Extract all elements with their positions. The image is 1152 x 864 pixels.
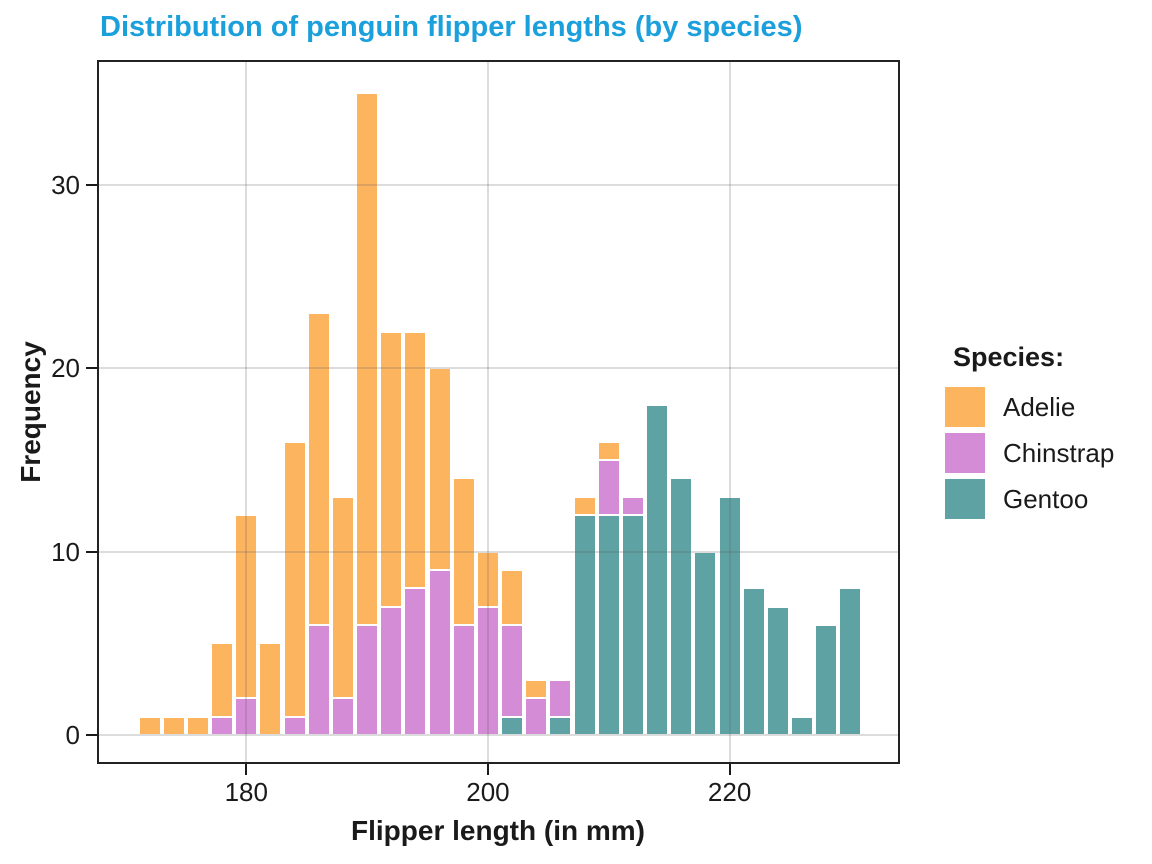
- bar-segment-chinstrap: [452, 624, 475, 735]
- y-tick-label-10: 10: [51, 536, 80, 567]
- gridline-x-180: [245, 62, 248, 762]
- legend-swatch-gentoo: [945, 479, 985, 519]
- bar-segment-adelie: [525, 679, 548, 699]
- y-tick-10: [86, 550, 99, 553]
- y-tick-label-30: 30: [51, 169, 80, 200]
- x-axis-title: Flipper length (in mm): [351, 815, 645, 846]
- bar-segment-adelie: [186, 716, 209, 735]
- y-tick-label-0: 0: [65, 720, 80, 750]
- bar-segment-gentoo: [742, 588, 765, 735]
- bar-segment-chinstrap: [211, 716, 234, 735]
- gridline-y-10: [99, 550, 898, 553]
- gridline-x-220: [728, 62, 731, 762]
- bar-segment-gentoo: [718, 496, 741, 735]
- bar-segment-gentoo: [573, 514, 596, 735]
- bar-segment-gentoo: [597, 514, 620, 735]
- bar-segment-chinstrap: [283, 716, 306, 735]
- bar-segment-adelie: [283, 441, 306, 717]
- bar-segment-adelie: [573, 496, 596, 515]
- legend-entry-adelie: Adelie: [945, 387, 1145, 427]
- gridline-x-200: [486, 62, 489, 762]
- bar-segment-chinstrap: [501, 624, 524, 717]
- bar-segment-adelie: [356, 93, 379, 625]
- x-tick-200: [486, 762, 489, 775]
- bar-segment-adelie: [380, 331, 403, 607]
- bar-segment-chinstrap: [597, 459, 620, 515]
- bar-segment-chinstrap: [476, 606, 499, 735]
- bar-segment-adelie: [235, 514, 258, 699]
- x-tick-180: [245, 762, 248, 775]
- bar-segment-gentoo: [501, 716, 524, 735]
- bar-segment-adelie: [452, 478, 475, 625]
- bar-segment-chinstrap: [331, 698, 354, 735]
- x-tick-220: [728, 762, 731, 775]
- bar-segment-adelie: [597, 441, 620, 460]
- chart-title: Distribution of penguin flipper lengths …: [100, 11, 803, 43]
- bar-segment-adelie: [307, 313, 330, 625]
- legend-label-gentoo: Gentoo: [1003, 483, 1089, 514]
- bar-segment-adelie: [331, 496, 354, 699]
- x-tick-label-200: 200: [466, 777, 510, 807]
- bar-segment-chinstrap: [404, 588, 427, 735]
- y-tick-30: [86, 183, 99, 186]
- legend-label-adelie: Adelie: [1003, 391, 1076, 422]
- bar-segment-gentoo: [815, 624, 838, 735]
- bar-segment-chinstrap: [356, 624, 379, 735]
- legend-swatch-adelie: [945, 387, 985, 427]
- y-tick-label-20: 20: [51, 353, 80, 384]
- bar-segment-gentoo: [839, 588, 862, 735]
- bar-segment-gentoo: [621, 514, 644, 735]
- bar-segment-adelie: [476, 551, 499, 607]
- y-tick-20: [86, 367, 99, 370]
- bar-segment-adelie: [211, 643, 234, 717]
- gridline-y-20: [99, 367, 898, 370]
- y-tick-0: [86, 734, 99, 736]
- gridline-y-0: [99, 734, 898, 736]
- bar-segment-chinstrap: [621, 496, 644, 515]
- bar-segment-gentoo: [670, 478, 693, 735]
- bar-segment-gentoo: [549, 716, 572, 735]
- x-tick-label-220: 220: [707, 777, 752, 807]
- bar-segment-chinstrap: [307, 624, 330, 735]
- bar-segment-adelie: [259, 643, 282, 735]
- legend-entry-chinstrap: Chinstrap: [945, 433, 1145, 473]
- bar-segment-adelie: [138, 716, 161, 735]
- bar-segment-gentoo: [694, 551, 717, 735]
- bar-segment-adelie: [428, 368, 451, 570]
- legend: Species: Adelie Chinstrap Gentoo: [945, 342, 1145, 525]
- legend-entry-gentoo: Gentoo: [945, 479, 1145, 519]
- x-tick-label-180: 180: [224, 777, 268, 807]
- bar-segment-gentoo: [646, 404, 669, 735]
- legend-label-chinstrap: Chinstrap: [1003, 437, 1115, 468]
- plot-panel: [99, 62, 898, 762]
- bar-segment-chinstrap: [549, 679, 572, 717]
- bar-segment-adelie: [162, 716, 185, 735]
- bar-segment-chinstrap: [380, 606, 403, 735]
- bar-segment-chinstrap: [235, 698, 258, 735]
- gridline-y-30: [99, 183, 898, 186]
- bar-segment-adelie: [501, 569, 524, 625]
- bar-segment-gentoo: [766, 606, 789, 735]
- legend-swatch-chinstrap: [945, 433, 985, 473]
- legend-title: Species:: [953, 342, 1065, 372]
- bar-segment-gentoo: [791, 716, 814, 735]
- bar-segment-chinstrap: [525, 698, 548, 735]
- bar-segment-adelie: [404, 331, 427, 589]
- bar-segment-chinstrap: [428, 569, 451, 735]
